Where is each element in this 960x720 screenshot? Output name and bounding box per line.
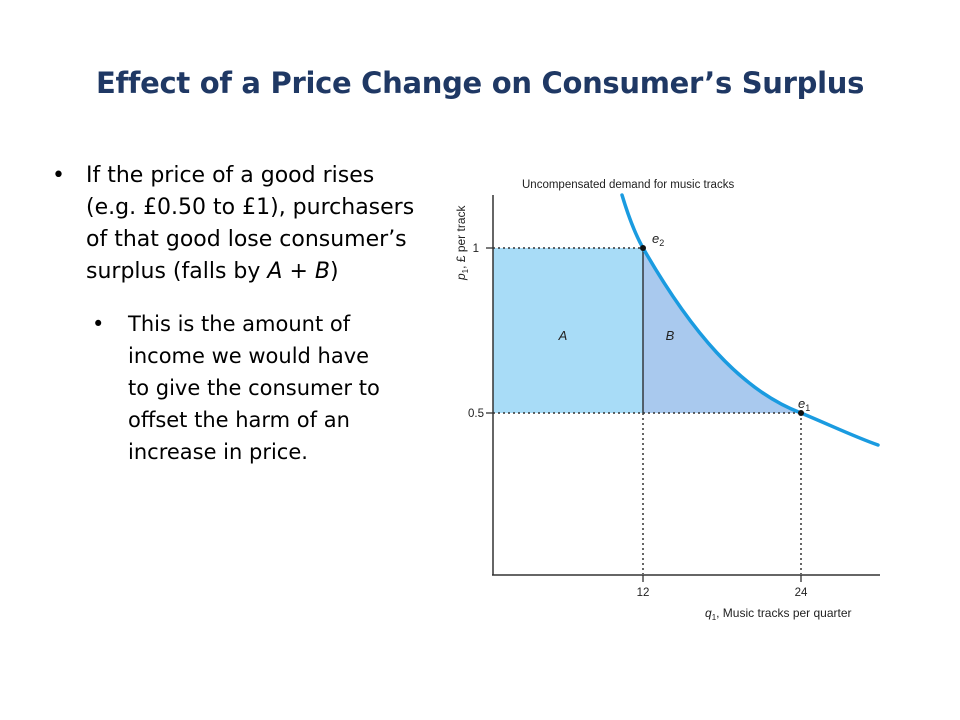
tick-label-y05: 0.5	[468, 408, 484, 420]
region-a	[493, 248, 643, 413]
tick-label-x24: 24	[795, 587, 808, 599]
point-e1	[798, 410, 804, 416]
bullet-income-compensation: This is the amount of income we would ha…	[88, 308, 388, 468]
slide-title: Effect of a Price Change on Consumer’s S…	[95, 66, 865, 100]
bullet-area-b: B	[314, 259, 330, 284]
point-e2-label: e2	[652, 231, 664, 248]
bullet-list: If the price of a good rises (e.g. £0.50…	[48, 160, 428, 468]
point-e1-label: e1	[798, 396, 810, 413]
bullet-price-rise: If the price of a good rises (e.g. £0.50…	[48, 160, 428, 288]
x-axis-label: q1, Music tracks per quarter	[705, 606, 852, 622]
region-b	[643, 248, 801, 413]
demand-curve	[620, 193, 880, 447]
bullet-area-a: A	[267, 259, 283, 284]
y-axis-label: p1, £ per track	[454, 205, 470, 281]
point-e2	[640, 245, 646, 251]
tick-label-y1: 1	[473, 243, 479, 255]
region-a-label: A	[558, 328, 568, 343]
bullet-price-rise-text: If the price of a good rises (e.g. £0.50…	[86, 163, 415, 284]
chart-title: Uncompensated demand for music tracks	[522, 179, 734, 191]
tick-label-x12: 12	[637, 587, 650, 599]
region-b-label: B	[666, 328, 675, 343]
